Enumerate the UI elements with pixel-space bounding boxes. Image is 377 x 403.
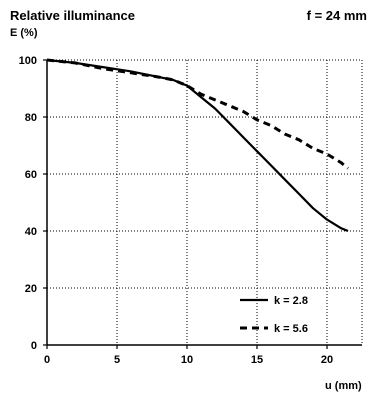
x-tick-label: 5 bbox=[114, 354, 120, 366]
focal-length-annotation: f = 24 mm bbox=[306, 8, 367, 23]
x-tick-label: 15 bbox=[251, 354, 263, 366]
x-tick-label: 0 bbox=[44, 354, 50, 366]
series-line-1 bbox=[46, 58, 349, 233]
grid bbox=[47, 59, 363, 345]
x-tick-label: 10 bbox=[181, 354, 193, 366]
axes bbox=[43, 59, 362, 349]
y-tick-label: 100 bbox=[19, 55, 37, 67]
y-tick-label: 40 bbox=[25, 226, 37, 238]
y-axis-label: E (%) bbox=[10, 27, 38, 39]
legend: k = 2.8 k = 5.6 bbox=[240, 295, 308, 335]
chart-title: Relative illuminance bbox=[10, 8, 135, 23]
x-tick-label: 20 bbox=[321, 354, 333, 366]
legend-label-2: k = 5.6 bbox=[274, 323, 308, 335]
x-axis-label: u (mm) bbox=[325, 380, 362, 392]
legend-label-1: k = 2.8 bbox=[274, 295, 308, 307]
series-line-2 bbox=[46, 58, 349, 170]
y-tick-label: 80 bbox=[25, 112, 37, 124]
y-tick-label: 0 bbox=[31, 340, 37, 352]
tick-labels: 0 5 10 15 20 0 20 40 60 80 100 bbox=[19, 55, 333, 366]
y-tick-label: 20 bbox=[25, 283, 37, 295]
series-group bbox=[46, 58, 349, 233]
y-tick-label: 60 bbox=[25, 169, 37, 181]
